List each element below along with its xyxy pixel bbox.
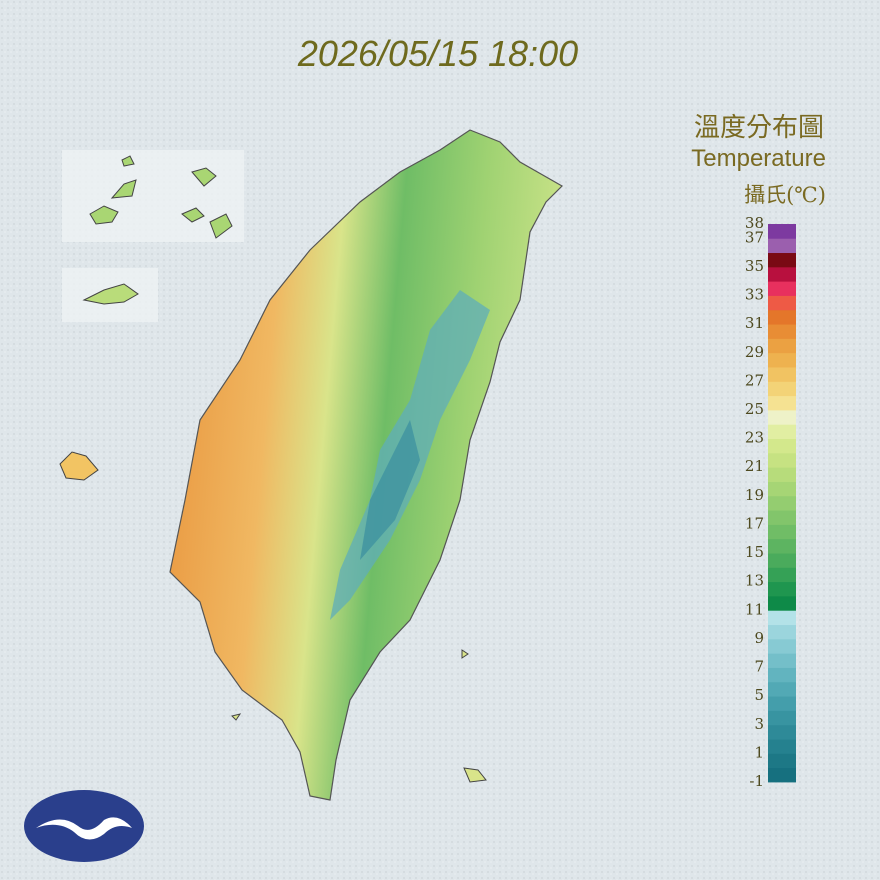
- legend-label: 13: [745, 572, 764, 590]
- legend-swatch: [768, 367, 796, 382]
- legend-swatch: [768, 524, 796, 540]
- legend-label: 9: [754, 629, 764, 647]
- legend-swatch: [768, 281, 796, 296]
- legend-label: 33: [745, 286, 764, 304]
- legend-label: 3: [754, 715, 764, 733]
- legend-swatch: [768, 767, 796, 783]
- legend-swatch: [768, 624, 796, 640]
- legend-swatch: [768, 452, 796, 468]
- legend-swatch: [768, 381, 796, 397]
- legend-swatch: [768, 467, 796, 482]
- legend-label: 5: [754, 686, 764, 704]
- legend-label: 27: [745, 371, 764, 389]
- legend-swatch: [768, 638, 796, 654]
- legend-swatch: [768, 553, 796, 568]
- mountain-peak: [360, 420, 420, 560]
- legend-swatch: [768, 610, 796, 626]
- island: [181, 167, 233, 239]
- legend-label: 23: [745, 429, 764, 447]
- legend-swatch: [768, 309, 796, 325]
- legend-label: 35: [745, 257, 764, 275]
- logo-wave: [36, 817, 132, 840]
- legend-swatch: [768, 581, 796, 597]
- legend-swatch: [768, 266, 796, 282]
- legend-swatch: [768, 252, 796, 268]
- legend-label: 25: [745, 400, 764, 418]
- legend-swatch: [768, 495, 796, 511]
- legend-swatch: [768, 324, 796, 339]
- legend-label: 7: [754, 658, 764, 676]
- legend-label: 31: [745, 314, 764, 332]
- legend-swatch: [768, 538, 796, 554]
- legend-subtitle: Temperature: [691, 145, 826, 172]
- legend-swatch: [768, 739, 796, 754]
- legend-swatch: [768, 481, 796, 497]
- legend-swatch: [768, 424, 796, 440]
- legend-swatch: [768, 710, 796, 726]
- legend-label: 29: [745, 343, 764, 361]
- legend-swatch: [768, 681, 796, 697]
- island: [59, 451, 99, 481]
- legend-unit: 攝氏(℃): [744, 183, 826, 207]
- legend-label: 38: [745, 214, 764, 232]
- legend-swatch: [768, 596, 796, 611]
- legend-label: 11: [745, 600, 764, 618]
- legend-label: 19: [745, 486, 764, 504]
- legend-swatch: [768, 567, 796, 583]
- island: [89, 155, 137, 225]
- legend-swatch: [768, 352, 796, 368]
- legend-swatch: [768, 224, 796, 239]
- legend-label: 17: [745, 514, 764, 532]
- legend-swatch: [768, 338, 796, 354]
- legend-swatch: [768, 667, 796, 683]
- legend-label: 21: [745, 457, 764, 475]
- legend-swatch: [768, 410, 796, 425]
- legend-label: 37: [745, 228, 764, 246]
- logo: [24, 790, 144, 862]
- island: [82, 283, 139, 305]
- legend-swatch: [768, 295, 796, 311]
- legend-label: 15: [745, 543, 764, 561]
- legend-swatch: [768, 696, 796, 711]
- legend-swatch: [768, 238, 796, 254]
- legend-title: 溫度分布圖: [694, 113, 824, 143]
- legend-label: 1: [754, 743, 764, 761]
- island: [231, 649, 487, 783]
- legend-swatch: [768, 753, 796, 769]
- legend-swatch: [768, 653, 796, 668]
- legend-swatch: [768, 724, 796, 740]
- legend-swatch: [768, 438, 796, 454]
- legend-swatch: [768, 395, 796, 411]
- legend-label: -1: [749, 772, 764, 790]
- timestamp: 2026/05/15 18:00: [297, 33, 578, 74]
- legend-swatch: [768, 510, 796, 525]
